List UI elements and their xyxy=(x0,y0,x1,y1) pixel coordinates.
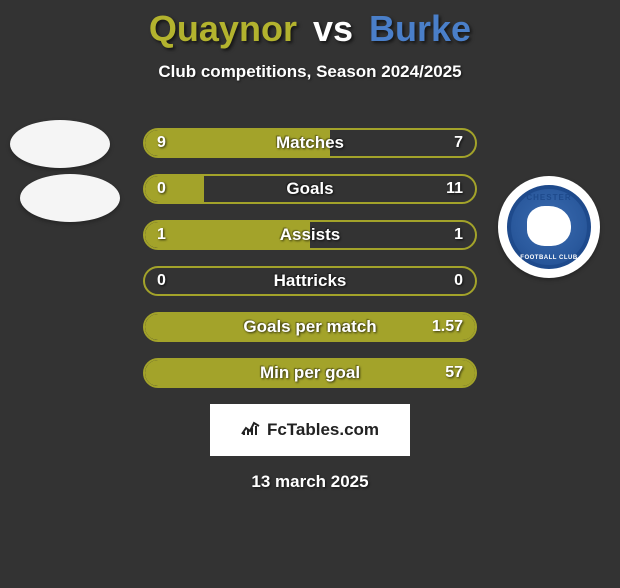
bar-label: Assists xyxy=(145,222,475,248)
club-name-bottom: FOOTBALL CLUB xyxy=(520,255,577,261)
bar-value-right: 0 xyxy=(454,268,463,294)
player1-avatar-top xyxy=(10,120,110,168)
watermark-text: FcTables.com xyxy=(267,420,379,440)
bar-value-right: 1 xyxy=(454,222,463,248)
bar-label: Matches xyxy=(145,130,475,156)
title-player1: Quaynor xyxy=(149,8,297,49)
watermark: FcTables.com xyxy=(210,404,410,456)
bar-value-right: 7 xyxy=(454,130,463,156)
bar-value-right: 11 xyxy=(446,176,463,202)
bar-value-right: 57 xyxy=(445,360,463,386)
stat-bar-min-per-goal: Min per goal57 xyxy=(143,358,477,388)
bar-label: Goals xyxy=(145,176,475,202)
bar-label: Goals per match xyxy=(145,314,475,340)
date-text: 13 march 2025 xyxy=(0,472,620,492)
bar-label: Min per goal xyxy=(145,360,475,386)
stat-bar-goals-per-match: Goals per match1.57 xyxy=(143,312,477,342)
title-player2: Burke xyxy=(369,8,471,49)
club-name-top: CHESTER xyxy=(526,193,571,202)
club-badge: CHESTER FOOTBALL CLUB xyxy=(498,176,600,278)
club-badge-inner: CHESTER FOOTBALL CLUB xyxy=(507,185,591,269)
stat-bar-hattricks: 0Hattricks0 xyxy=(143,266,477,296)
club-lion-icon xyxy=(527,206,571,246)
player1-avatar-bottom xyxy=(20,174,120,222)
stat-bar-matches: 9Matches7 xyxy=(143,128,477,158)
title-vs: vs xyxy=(313,8,353,49)
bar-label: Hattricks xyxy=(145,268,475,294)
bar-value-right: 1.57 xyxy=(432,314,463,340)
comparison-title: Quaynor vs Burke xyxy=(0,8,620,50)
stat-bar-goals: 0Goals11 xyxy=(143,174,477,204)
stat-bar-assists: 1Assists1 xyxy=(143,220,477,250)
subtitle: Club competitions, Season 2024/2025 xyxy=(0,62,620,82)
chart-icon xyxy=(241,420,261,441)
